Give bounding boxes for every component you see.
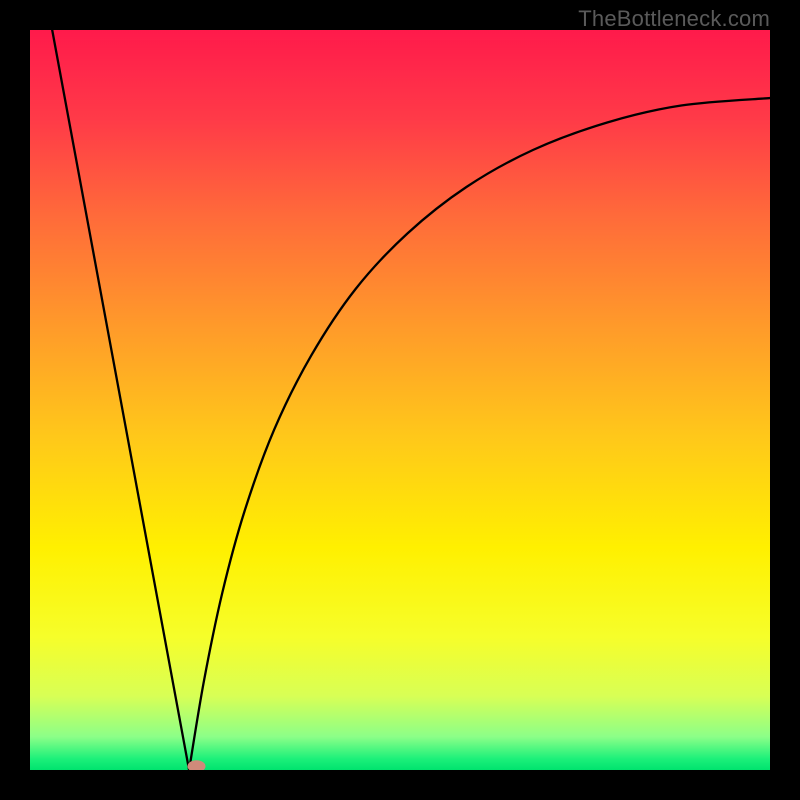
stage: TheBottleneck.com <box>0 0 800 800</box>
watermark-text: TheBottleneck.com <box>578 6 770 32</box>
plot-svg <box>30 30 770 770</box>
gradient-background <box>30 30 770 770</box>
plot-area <box>30 30 770 770</box>
